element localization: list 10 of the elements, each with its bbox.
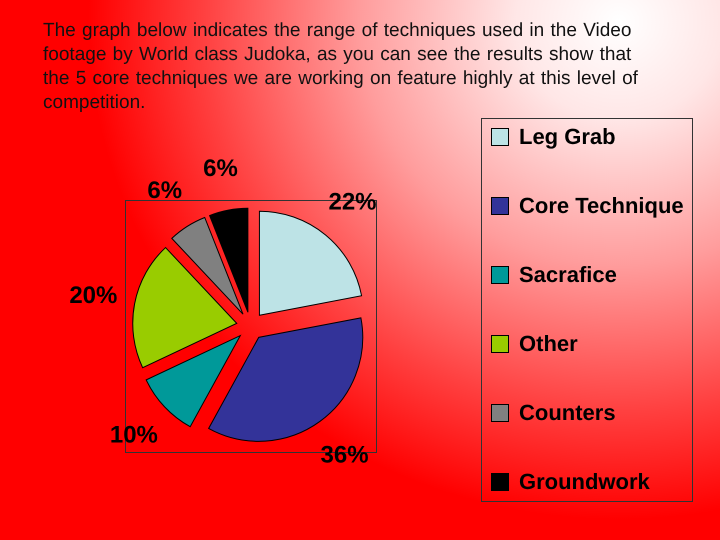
legend-label: Groundwork xyxy=(519,469,651,494)
legend-label: Counters xyxy=(519,400,616,425)
data-label: 6% xyxy=(203,154,238,182)
data-label: 20% xyxy=(69,282,118,310)
chart-title: The graph below indicates the range of techniques used in the Video footage by World class Judoka, as you can see the results show that the 5 core techniques we are working on feature highly at this level of competition. xyxy=(43,19,639,115)
legend-label: Other xyxy=(519,331,578,356)
data-label: 6% xyxy=(147,176,182,204)
legend-label: Core Technique xyxy=(519,193,684,218)
legend-label: Leg Grab xyxy=(519,124,616,149)
legend-label: Sacrafice xyxy=(519,262,617,287)
